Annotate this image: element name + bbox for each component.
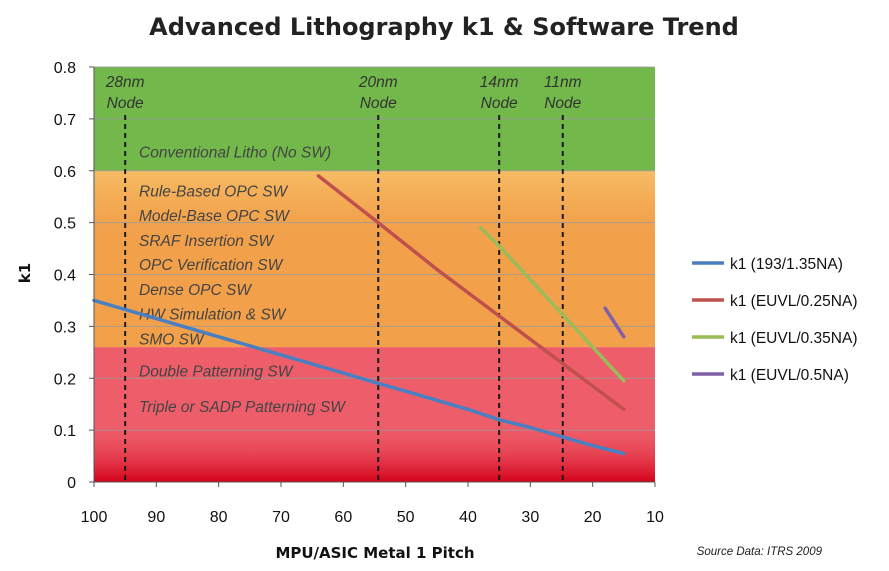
x-tick-label-4: 60 bbox=[334, 509, 352, 526]
series-line-1 bbox=[316, 174, 626, 412]
x-tick-label-6: 40 bbox=[459, 509, 477, 526]
series-lines bbox=[92, 174, 626, 456]
x-tick-label-2: 80 bbox=[210, 509, 228, 526]
chart-title: Advanced Lithography k1 & Software Trend bbox=[149, 13, 739, 41]
legend-label-0: k1 (193/1.35NA) bbox=[730, 256, 843, 273]
x-tick-label-3: 70 bbox=[272, 509, 290, 526]
band-labels: Conventional Litho (No SW) Rule-Based OPC… bbox=[139, 145, 346, 416]
y-tick-label-3: 0.3 bbox=[54, 319, 76, 336]
band-orange-fade bbox=[94, 170, 655, 249]
gridlines bbox=[94, 66, 655, 431]
source-note: Source Data: ITRS 2009 bbox=[697, 546, 823, 558]
band-label-9: Triple or SADP Patterning SW bbox=[139, 399, 346, 416]
y-tick-labels: 0 0.1 0.2 0.3 0.4 0.5 0.6 0.7 0.8 bbox=[54, 60, 94, 492]
node-label-2-line2: Node bbox=[481, 95, 518, 112]
node-label-3-line2: Node bbox=[544, 95, 581, 112]
band-label-1: Rule-Based OPC SW bbox=[139, 184, 289, 201]
band-label-0: Conventional Litho (No SW) bbox=[139, 145, 331, 162]
band-label-3: SRAF Insertion SW bbox=[139, 233, 274, 250]
legend-label-2: k1 (EUVL/0.35NA) bbox=[730, 330, 858, 347]
x-tick-label-8: 20 bbox=[584, 509, 602, 526]
y-tick-label-7: 0.7 bbox=[54, 112, 76, 129]
legend-label-1: k1 (EUVL/0.25NA) bbox=[730, 293, 858, 310]
node-label-0-line2: Node bbox=[107, 95, 144, 112]
band-label-6: HW Simulation & SW bbox=[139, 306, 287, 323]
x-tick-labels: 100 90 80 70 60 50 40 30 20 10 bbox=[81, 482, 664, 526]
series-line-3 bbox=[603, 306, 626, 339]
y-axis-title: k1 bbox=[16, 263, 34, 283]
band-label-2: Model-Base OPC SW bbox=[139, 208, 290, 225]
series-line-0 bbox=[92, 298, 626, 456]
y-tick-label-5: 0.5 bbox=[54, 216, 76, 233]
x-tick-label-7: 30 bbox=[521, 509, 539, 526]
x-tick-label-0: 100 bbox=[81, 509, 108, 526]
x-tick-label-1: 90 bbox=[147, 509, 165, 526]
y-tick-label-4: 0.4 bbox=[54, 268, 76, 285]
legend: k1 (193/1.35NA) k1 (EUVL/0.25NA) k1 (EUVL/… bbox=[692, 256, 858, 384]
y-tick-label-0: 0 bbox=[67, 475, 76, 492]
y-tick-label-1: 0.1 bbox=[54, 423, 76, 440]
y-tick-label-8: 0.8 bbox=[54, 60, 76, 77]
y-tick-label-6: 0.6 bbox=[54, 164, 76, 181]
band-red-fade bbox=[94, 419, 655, 482]
legend-label-3: k1 (EUVL/0.5NA) bbox=[730, 367, 849, 384]
node-label-2-line1: 14nm bbox=[480, 74, 519, 91]
node-lines: 28nm Node 20nm Node 14nm Node 11nm Node bbox=[105, 74, 582, 482]
node-label-3-line1: 11nm bbox=[544, 74, 582, 91]
band-label-5: Dense OPC SW bbox=[139, 282, 252, 299]
x-tick-label-9: 10 bbox=[646, 509, 664, 526]
band-label-8: Double Patterning SW bbox=[139, 364, 294, 381]
node-label-1-line1: 20nm bbox=[358, 74, 398, 91]
y-tick-label-2: 0.2 bbox=[54, 371, 76, 388]
band-label-7: SMO SW bbox=[139, 331, 205, 348]
series-line-2 bbox=[478, 226, 626, 383]
x-axis-title: MPU/ASIC Metal 1 Pitch bbox=[275, 544, 474, 562]
band-label-4: OPC Verification SW bbox=[139, 257, 284, 274]
x-tick-label-5: 50 bbox=[397, 509, 415, 526]
node-label-1-line2: Node bbox=[360, 95, 397, 112]
node-label-0-line1: 28nm bbox=[105, 74, 145, 91]
